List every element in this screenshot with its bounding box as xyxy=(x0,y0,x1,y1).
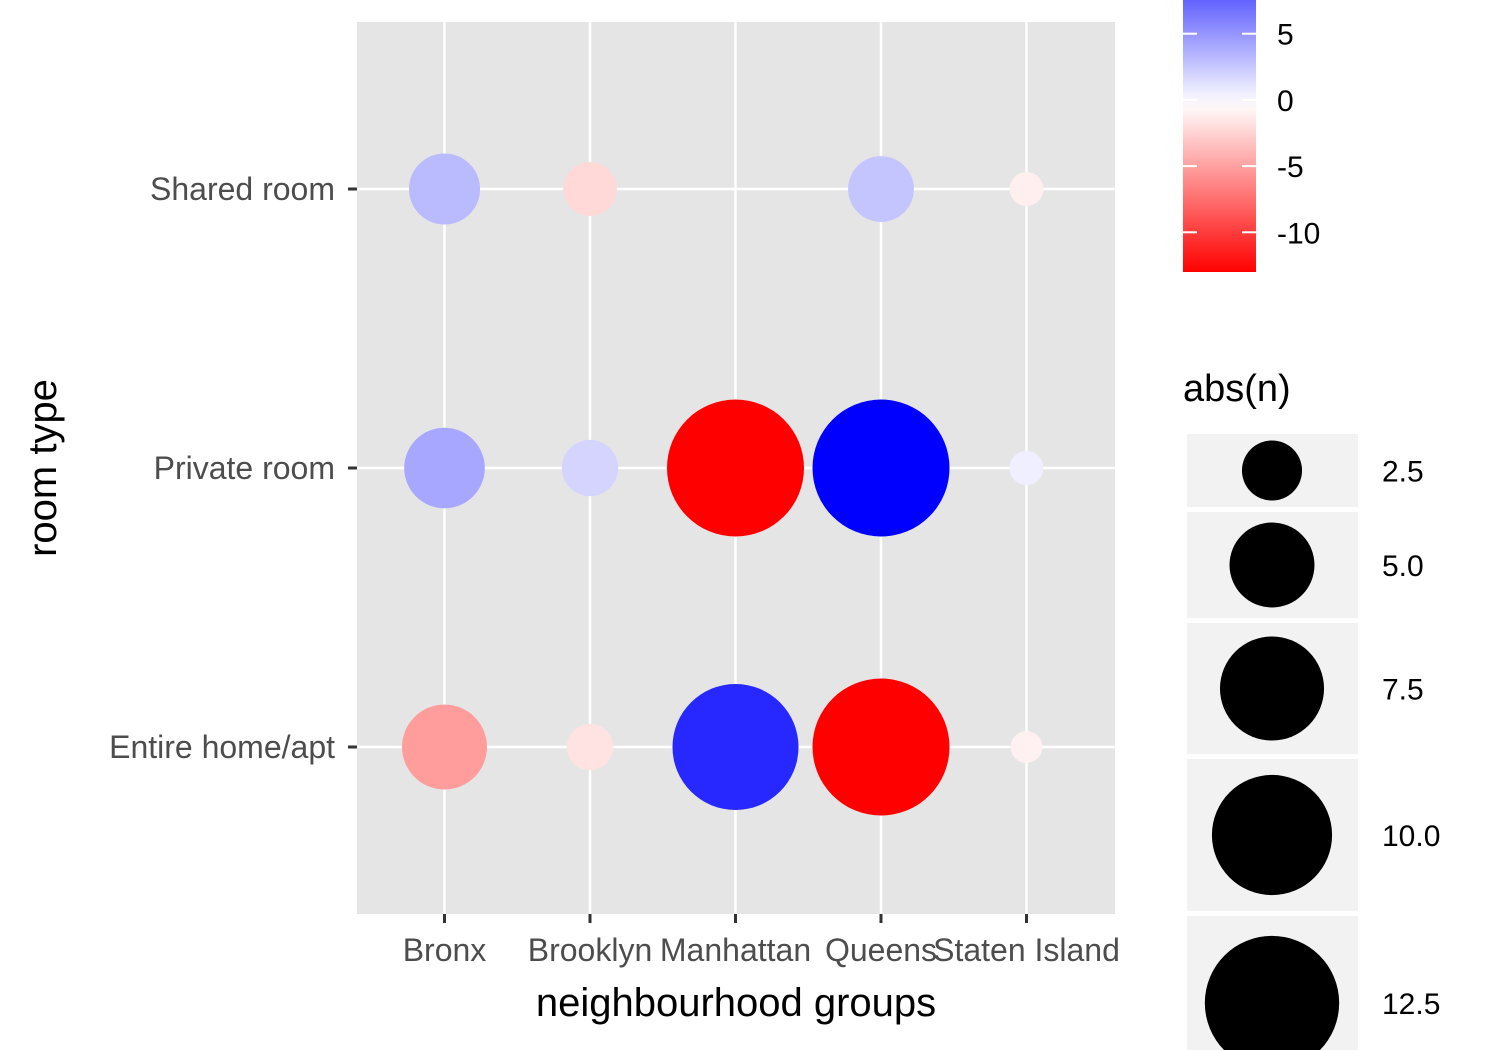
y-tick-label-shared-room: Shared room xyxy=(150,171,335,207)
point-staten-island-shared-room xyxy=(1009,172,1044,206)
colorbar xyxy=(1183,0,1256,272)
colorbar-label: -5 xyxy=(1277,151,1304,184)
point-brooklyn-private-room xyxy=(561,439,619,497)
size-legend: 2.5 5.0 7.5 10.0 12.5 xyxy=(1187,434,1440,1050)
x-tick-label-bronx: Bronx xyxy=(403,932,487,968)
colorbar-label: 0 xyxy=(1277,85,1294,118)
y-tick-label-entire-home-apt: Entire home/apt xyxy=(109,729,335,765)
point-manhattan-entire-home-apt xyxy=(672,683,799,811)
point-manhattan-private-room xyxy=(667,399,804,537)
x-tick-label-brooklyn: Brooklyn xyxy=(528,932,653,968)
point-staten-island-entire-home-apt xyxy=(1010,731,1043,763)
point-bronx-private-room xyxy=(404,427,485,509)
colorbar-label: -10 xyxy=(1277,217,1320,250)
x-tick-label-staten-island: Staten Island xyxy=(933,932,1120,968)
point-bronx-shared-room xyxy=(408,153,481,225)
point-staten-island-private-room xyxy=(1009,451,1044,485)
point-queens-entire-home-apt xyxy=(812,678,950,816)
color-legend: 5 0 -5 -10 xyxy=(1183,0,1320,272)
size-legend-label: 7.5 xyxy=(1382,674,1424,707)
point-bronx-entire-home-apt xyxy=(402,704,487,790)
size-legend-label: 5.0 xyxy=(1382,550,1424,583)
y-axis-title: room type xyxy=(21,379,65,557)
size-legend-label: 2.5 xyxy=(1382,456,1424,489)
size-legend-label: 10.0 xyxy=(1382,820,1440,853)
data-points xyxy=(402,153,1044,816)
colorbar-label: 5 xyxy=(1277,19,1294,52)
point-brooklyn-shared-room xyxy=(563,162,617,216)
size-legend-title: abs(n) xyxy=(1183,368,1291,410)
size-legend-dot xyxy=(1229,522,1315,608)
y-axis: Entire home/apt Private room Shared room xyxy=(109,171,357,765)
size-legend-dot xyxy=(1211,774,1333,896)
x-axis-title: neighbourhood groups xyxy=(536,981,936,1025)
point-brooklyn-entire-home-apt xyxy=(566,723,614,771)
size-legend-dot xyxy=(1219,636,1325,741)
x-tick-label-queens: Queens xyxy=(825,932,937,968)
y-tick-label-private-room: Private room xyxy=(154,450,335,486)
size-legend-label: 12.5 xyxy=(1382,988,1440,1021)
point-queens-shared-room xyxy=(848,156,914,222)
x-tick-label-manhattan: Manhattan xyxy=(660,932,811,968)
size-legend-dot xyxy=(1241,440,1303,501)
size-legend-dot xyxy=(1204,935,1340,1050)
point-queens-private-room xyxy=(812,399,950,537)
